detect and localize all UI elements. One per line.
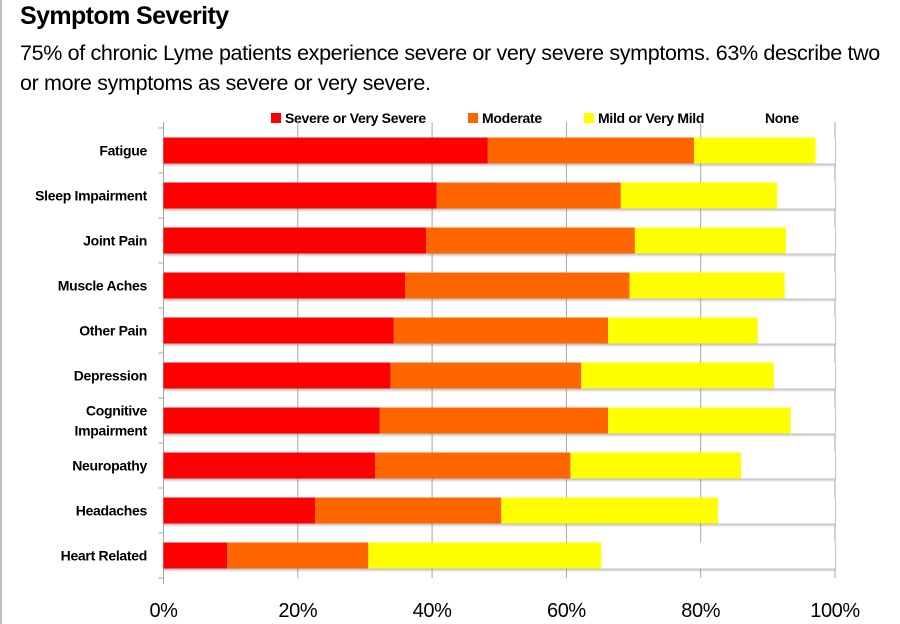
bar-group (163, 542, 835, 569)
x-tick-label: 80% (681, 600, 720, 622)
bar-segment-none (740, 452, 835, 479)
bar-segment-mild-or-very-mild (608, 317, 758, 344)
bar-segment-mild-or-very-mild (368, 542, 602, 569)
category-label: Neuropathy (72, 458, 147, 474)
category-label-line: Sleep Impairment (35, 188, 148, 204)
category-label: Cognitive Impairment (75, 403, 148, 439)
legend-label-moderate: Moderate (482, 110, 542, 126)
bar-segment-mild-or-very-mild (570, 452, 741, 479)
x-tick-label: 0% (149, 600, 178, 622)
bar-segment-severe-or-very-severe (163, 182, 437, 209)
bar-segment-none (785, 227, 835, 254)
bar-segment-severe-or-very-severe (163, 362, 391, 389)
category-label-line: Headaches (76, 503, 148, 519)
frame-border (0, 0, 2, 624)
bar-segment-moderate (227, 542, 369, 569)
bar-group (163, 497, 835, 524)
bar-segment-severe-or-very-severe (163, 137, 488, 164)
legend-label-none: None (765, 110, 799, 126)
legend-swatch-moderate (468, 113, 478, 123)
bar-segment-severe-or-very-severe (163, 272, 406, 299)
bar-segment-mild-or-very-mild (501, 497, 719, 524)
category-label: Headaches (76, 503, 148, 519)
bar-segment-moderate (390, 362, 582, 389)
bar-group (163, 317, 835, 344)
category-label-line: Fatigue (99, 143, 147, 159)
bar-segment-mild-or-very-mild (693, 137, 816, 164)
bar-segment-none (790, 407, 835, 434)
legend-label-severe: Severe or Very Severe (285, 110, 426, 126)
x-tick-label: 20% (278, 600, 317, 622)
bar-group (163, 182, 835, 209)
category-labels: Fatigue Sleep Impairment Joint Pain Muscle … (35, 143, 148, 564)
category-label-line: Neuropathy (72, 458, 147, 474)
chart-title: Symptom Severity (20, 2, 229, 30)
category-label-line: Other Pain (79, 323, 147, 339)
category-label: Muscle Aches (58, 278, 148, 294)
category-label-line: Depression (74, 368, 147, 384)
bar-segment-none (601, 542, 835, 569)
bar-segment-none (777, 182, 835, 209)
legend-item-severe: Severe or Very Severe (271, 110, 426, 126)
bar-segment-moderate (436, 182, 621, 209)
bar-segment-moderate (315, 497, 502, 524)
legend-swatch-none (751, 113, 761, 123)
bar-group (163, 407, 835, 434)
x-tick-label: 40% (413, 600, 452, 622)
bar-segment-none (773, 362, 835, 389)
legend-item-none: None (751, 110, 799, 126)
x-tick-label: 60% (547, 600, 586, 622)
legend-item-moderate: Moderate (468, 110, 542, 126)
bar-group (163, 227, 835, 254)
bar-segment-moderate (426, 227, 635, 254)
bar-segment-mild-or-very-mild (629, 272, 785, 299)
bar-segment-moderate (393, 317, 609, 344)
bar-segment-mild-or-very-mild (634, 227, 786, 254)
bar-group (163, 362, 835, 389)
bars (163, 137, 835, 569)
bar-segment-none (718, 497, 835, 524)
x-tick-label: 100% (810, 600, 860, 622)
legend-swatch-mild (584, 113, 594, 123)
category-label: Sleep Impairment (35, 188, 148, 204)
legend-item-mild: Mild or Very Mild (584, 110, 704, 126)
category-label-line: Muscle Aches (58, 278, 148, 294)
bar-segment-severe-or-very-severe (163, 407, 380, 434)
category-label: Heart Related (61, 548, 147, 564)
category-label-line: Heart Related (61, 548, 147, 564)
bar-group (163, 452, 835, 479)
bar-segment-moderate (375, 452, 571, 479)
category-label: Joint Pain (83, 233, 147, 249)
bar-group (163, 272, 835, 299)
bar-segment-severe-or-very-severe (163, 497, 316, 524)
chart-subtitle: 75% of chronic Lyme patients experience … (20, 41, 880, 95)
category-label-line: Cognitive (86, 403, 148, 419)
bar-segment-none (815, 137, 835, 164)
bar-segment-severe-or-very-severe (163, 317, 394, 344)
bar-segment-none (757, 317, 835, 344)
bar-segment-moderate (379, 407, 609, 434)
bar-segment-severe-or-very-severe (163, 542, 228, 569)
bar-segment-severe-or-very-severe (163, 227, 427, 254)
category-label: Depression (74, 368, 147, 384)
bar-segment-mild-or-very-mild (581, 362, 774, 389)
bar-segment-none (784, 272, 835, 299)
category-label-line: Joint Pain (83, 233, 147, 249)
bar-segment-moderate (405, 272, 630, 299)
category-label: Other Pain (79, 323, 147, 339)
bar-segment-severe-or-very-severe (163, 452, 376, 479)
y-axis (158, 122, 164, 584)
bar-segment-mild-or-very-mild (620, 182, 778, 209)
legend-label-mild: Mild or Very Mild (598, 110, 705, 126)
legend-swatch-severe (271, 113, 281, 123)
bar-segment-mild-or-very-mild (608, 407, 791, 434)
category-label: Fatigue (99, 143, 147, 159)
category-label-line: Impairment (75, 423, 148, 439)
bar-segment-moderate (487, 137, 694, 164)
bar-group (163, 137, 835, 164)
x-tick-labels: 0% 20% 40% 60% 80% 100% (149, 600, 860, 622)
